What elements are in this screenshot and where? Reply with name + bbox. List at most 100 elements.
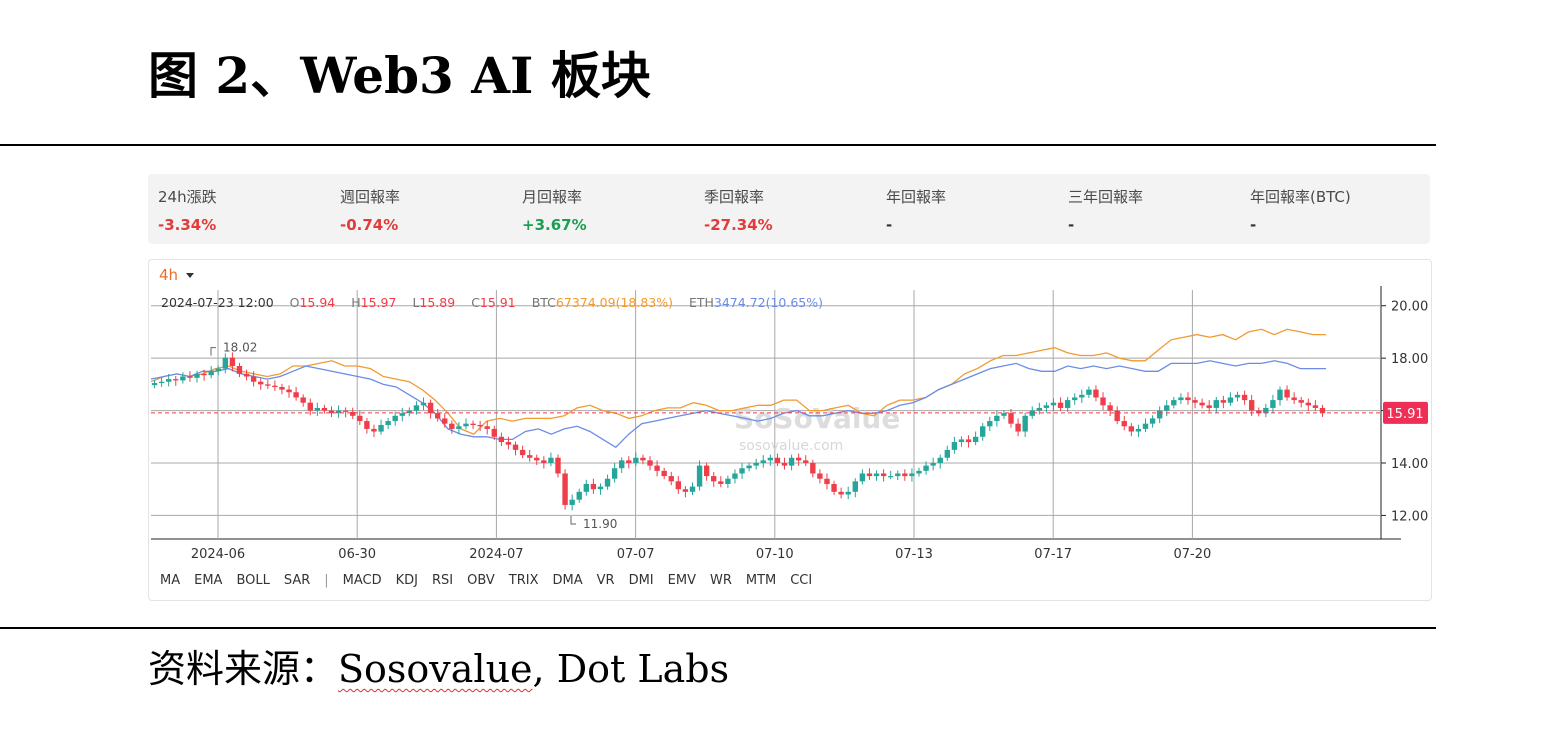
- candle: [1312, 405, 1319, 408]
- candle: [1298, 400, 1304, 403]
- candle: [243, 373, 250, 377]
- candle: [1156, 410, 1163, 419]
- candle: [371, 428, 377, 432]
- candle: [208, 371, 214, 376]
- candle: [972, 436, 979, 443]
- stat-year-btc: 年回報率(BTC) -: [1250, 186, 1351, 234]
- candle: [201, 373, 207, 376]
- candle: [880, 473, 887, 477]
- y-tick-label: 20.00: [1391, 300, 1428, 315]
- candle: [1305, 402, 1311, 406]
- candle: [1164, 405, 1170, 411]
- x-tick-label: 07-07: [617, 547, 655, 562]
- candle: [866, 473, 873, 477]
- price-chart[interactable]: 20.0018.0016.0014.0012.002024-0606-30202…: [149, 260, 1431, 600]
- candle: [1001, 413, 1007, 416]
- candle: [1079, 394, 1085, 398]
- candle: [229, 357, 236, 367]
- candle: [1149, 418, 1156, 424]
- candle: [1043, 405, 1050, 408]
- candle: [569, 499, 575, 505]
- candle: [1213, 400, 1219, 408]
- candle: [427, 402, 434, 414]
- candle: [944, 449, 950, 458]
- stat-month: 月回報率 +3.67%: [522, 186, 587, 234]
- indicator-macd[interactable]: MACD: [342, 573, 382, 588]
- indicator-trix[interactable]: TRIX: [508, 573, 539, 588]
- candle: [1135, 428, 1142, 432]
- stat-24h: 24h漲跌 -3.34%: [158, 186, 217, 234]
- last-price-badge: [1383, 401, 1428, 424]
- source-prefix: 资料来源：: [148, 647, 339, 691]
- candle: [583, 483, 590, 492]
- indicator-boll[interactable]: BOLL: [236, 573, 270, 588]
- indicator-rsi[interactable]: RSI: [432, 573, 454, 588]
- indicator-obv[interactable]: OBV: [467, 573, 495, 588]
- candle: [1270, 400, 1276, 408]
- candle: [781, 462, 788, 466]
- candle: [166, 379, 172, 382]
- candle: [1263, 407, 1269, 414]
- watermark-site: sosovalue.com: [739, 438, 843, 454]
- candle: [505, 442, 512, 445]
- candle: [364, 421, 370, 429]
- x-tick-label: 2024-07: [469, 547, 523, 562]
- candle: [406, 410, 413, 414]
- low-value: 15.89: [419, 295, 456, 310]
- timeframe-selector[interactable]: 4h: [159, 266, 195, 284]
- indicator-dmi[interactable]: DMI: [628, 573, 654, 588]
- candle: [456, 426, 462, 429]
- candle: [795, 457, 802, 461]
- indicator-separator: |: [324, 573, 329, 588]
- indicator-vr[interactable]: VR: [596, 573, 615, 588]
- candle: [1015, 423, 1021, 432]
- indicator-cci[interactable]: CCI: [790, 573, 813, 588]
- candle: [1248, 400, 1255, 411]
- series-line-btc: [150, 328, 1326, 435]
- candle: [350, 411, 356, 416]
- high-marker: [210, 347, 216, 356]
- candle: [222, 357, 229, 369]
- candle: [760, 460, 766, 463]
- stat-value: +3.67%: [522, 216, 587, 234]
- indicator-ema[interactable]: EMA: [194, 573, 223, 588]
- candle: [732, 473, 738, 479]
- candle: [1192, 400, 1198, 403]
- stat-year: 年回報率 -: [886, 186, 946, 234]
- candle: [817, 473, 823, 479]
- candle: [696, 465, 703, 487]
- candle: [838, 491, 844, 495]
- open-value: 15.94: [299, 295, 336, 310]
- indicator-emv[interactable]: EMV: [667, 573, 696, 588]
- indicator-wr[interactable]: WR: [709, 573, 732, 588]
- indicator-dma[interactable]: DMA: [552, 573, 583, 588]
- candle: [661, 470, 667, 477]
- candle: [151, 383, 158, 386]
- candle: [272, 385, 278, 387]
- candle: [1284, 389, 1290, 398]
- y-tick-label: 12.00: [1391, 509, 1428, 524]
- top-rule: [0, 144, 1436, 146]
- stat-3year: 三年回報率 -: [1068, 186, 1143, 234]
- candle: [987, 421, 993, 427]
- candle: [845, 491, 851, 495]
- indicator-sar[interactable]: SAR: [283, 573, 311, 588]
- candle: [527, 455, 533, 458]
- candle: [810, 462, 816, 474]
- candle: [413, 405, 420, 411]
- candle: [548, 457, 554, 463]
- candle: [703, 465, 710, 477]
- indicator-kdj[interactable]: KDJ: [395, 573, 419, 588]
- candle: [980, 426, 986, 437]
- candle: [477, 424, 483, 427]
- candle: [689, 486, 696, 492]
- indicator-ma[interactable]: MA: [160, 573, 181, 588]
- candle: [420, 402, 427, 406]
- candle: [541, 460, 547, 463]
- candle: [1093, 389, 1099, 398]
- indicator-mtm[interactable]: MTM: [745, 573, 777, 588]
- stat-value: -: [1250, 216, 1257, 234]
- candle: [498, 436, 505, 443]
- candle: [1050, 402, 1057, 406]
- candle: [590, 483, 597, 490]
